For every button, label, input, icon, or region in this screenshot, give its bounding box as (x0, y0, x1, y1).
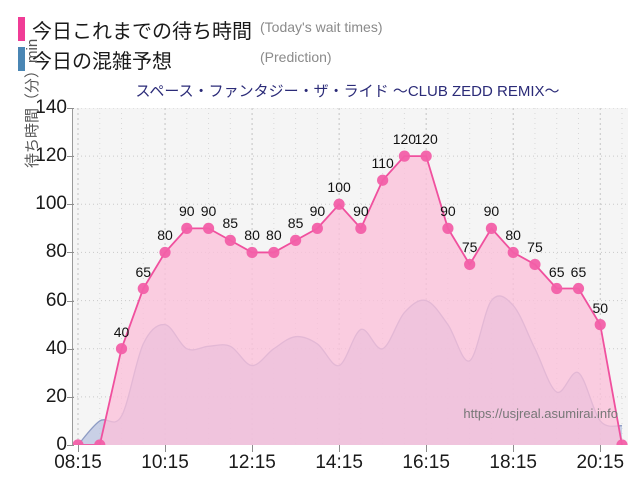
legend-swatch-today-wait (18, 17, 25, 41)
data-point-label: 75 (461, 239, 478, 256)
legend-swatch-prediction (18, 47, 25, 71)
data-point-label: 75 (527, 239, 543, 256)
data-point-label: 85 (287, 215, 304, 232)
x-axis-tick: 14:15 (315, 452, 363, 473)
chart-title: スペース・ファンタジー・ザ・ライド 〜CLUB ZEDD REMIX〜 (135, 83, 560, 100)
x-axis-tick: 10:15 (141, 452, 189, 473)
plot-canvas: 待ち時間（分）min https://usjreal.asumirai.info… (24, 39, 629, 473)
data-point-label: 85 (222, 215, 239, 232)
x-axis-tick-mark (339, 445, 341, 452)
data-point-label: 110 (371, 155, 394, 172)
x-axis-tick: 08:15 (54, 452, 102, 473)
y-axis-tick: 20 (45, 385, 67, 407)
data-point-label: 65 (135, 263, 152, 280)
y-axis-tick-mark (67, 156, 74, 158)
data-point-label: 90 (309, 203, 326, 220)
y-axis-tick: 120 (35, 145, 67, 167)
x-axis-tick-mark (426, 445, 428, 452)
x-axis-tick: 20:15 (576, 452, 625, 473)
y-axis-tick-mark (67, 445, 74, 446)
y-axis-tick-mark (67, 204, 74, 206)
y-axis-tick: 100 (35, 193, 67, 215)
data-point-label: 80 (244, 227, 260, 244)
legend-label-prediction-jp: 今日の混雑予想 (32, 50, 172, 73)
y-axis-tick: 40 (45, 337, 67, 359)
y-axis-tick-mark (67, 252, 74, 254)
x-axis-tick-mark (165, 445, 167, 452)
y-axis-tick-mark (67, 348, 74, 350)
data-point-label: 65 (570, 263, 587, 280)
x-axis-tick-mark (78, 445, 79, 452)
data-point-label: 90 (353, 203, 369, 220)
y-axis-tick: 140 (35, 97, 67, 118)
y-axis-tick: 0 (56, 434, 67, 455)
data-point-label: 120 (392, 131, 417, 148)
x-axis-tick: 12:15 (228, 452, 276, 473)
legend-label-today-wait-jp: 今日これまでの待ち時間 (32, 20, 252, 43)
data-point-label: 90 (200, 203, 217, 220)
data-point-label: 100 (327, 179, 351, 196)
x-axis-tick-mark (600, 445, 602, 452)
data-point-label: 90 (483, 203, 500, 220)
y-axis-tick-mark (67, 300, 74, 302)
x-axis-tick: 16:15 (402, 452, 450, 473)
x-axis-tick: 18:15 (489, 452, 537, 473)
data-point-label: 40 (113, 323, 130, 340)
y-axis-tick: 60 (45, 289, 67, 311)
y-axis-tick-mark (67, 396, 74, 398)
legend-item-today-wait: 今日これまでの待ち時間 (Today's wait times) (18, 14, 382, 44)
x-axis-tick-mark (513, 445, 515, 452)
chart-legend: 今日これまでの待ち時間 (Today's wait times) 今日の混雑予想… (18, 14, 382, 74)
data-point-label: 80 (157, 227, 173, 244)
x-axis-tick-mark (252, 445, 254, 452)
data-point-label: 65 (548, 263, 565, 280)
watermark-url: https://usjreal.asumirai.info (463, 406, 618, 421)
chart-plot-area: 待ち時間（分）min https://usjreal.asumirai.info… (0, 39, 640, 500)
y-axis-tick: 80 (45, 241, 67, 263)
data-point-label: 80 (266, 227, 282, 244)
data-point-label: 80 (505, 227, 521, 244)
data-point-label: 90 (179, 203, 195, 220)
chart-graphics (73, 108, 629, 445)
data-point-label: 90 (440, 203, 456, 220)
legend-item-prediction: 今日の混雑予想 (Prediction) (18, 44, 332, 74)
legend-label-prediction-en: (Prediction) (260, 49, 332, 65)
data-point-label: 120 (414, 131, 438, 148)
data-point-label: 50 (592, 299, 609, 316)
legend-label-today-wait-en: (Today's wait times) (260, 19, 383, 35)
y-axis-tick-mark (67, 108, 74, 109)
